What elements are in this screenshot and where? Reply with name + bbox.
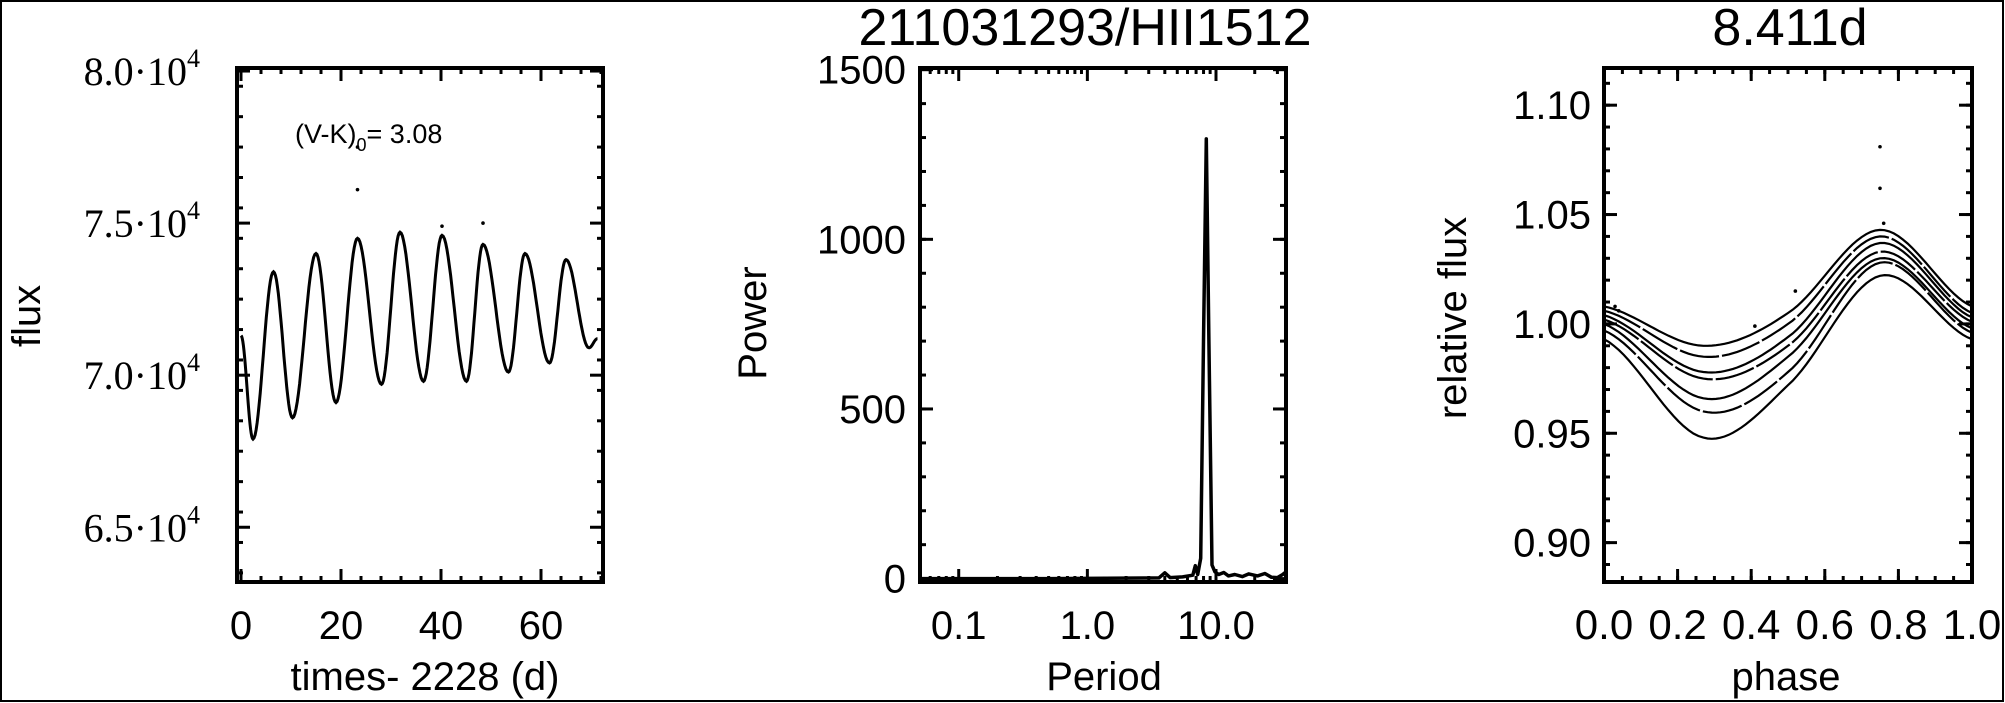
outlier-point	[1793, 289, 1798, 293]
y-tick-mantissa: 7.5·10	[84, 201, 187, 246]
title-right: 8.411d	[1712, 0, 1867, 57]
x-tick-label: 20	[319, 604, 364, 648]
y-axis-label: relative flux	[1431, 217, 1475, 419]
y-tick-label: 6.5·104	[84, 500, 200, 550]
x-axis-label: phase	[1732, 655, 1841, 699]
annotation-value: = 3.08	[367, 119, 443, 149]
outlier-point	[1878, 144, 1882, 149]
y-tick-mantissa: 8.0·10	[84, 49, 187, 94]
y-tick-exponent: 4	[187, 44, 200, 73]
color-index-annotation: (V-K)0= 3.08	[295, 119, 442, 155]
y-tick-label: 500	[839, 388, 906, 432]
phase-cycle-line	[1603, 228, 1973, 347]
x-tick-label: 40	[419, 604, 464, 648]
outlier-point	[1616, 308, 1621, 313]
periodogram-panel: Power Period 0.1 1.0 10.0 0 500 1000 1500	[731, 49, 1288, 699]
periodogram-line	[920, 137, 1288, 581]
x-tick-label: 0.6	[1796, 601, 1854, 648]
y-tick-label: 1500	[817, 49, 906, 93]
outlier-point	[481, 221, 485, 225]
phase-cycle-line	[1603, 261, 1973, 414]
x-axis-label: Period	[1046, 655, 1162, 699]
y-tick-label: 0.90	[1513, 522, 1591, 566]
x-tick-label: 60	[519, 604, 564, 648]
phase-cycle-line	[1603, 250, 1973, 381]
x-axis-label: times- 2228 (d)	[291, 655, 560, 699]
y-tick-label: 1.05	[1513, 194, 1591, 238]
x-tick-label: 0.4	[1722, 601, 1780, 648]
title-center: 211031293/HII1512	[859, 0, 1312, 57]
x-tick-label: 0	[230, 604, 252, 648]
y-tick-label: 7.0·104	[84, 348, 200, 398]
y-axis-label: flux	[5, 285, 49, 347]
outlier-point	[1613, 304, 1617, 309]
plot-frame	[235, 66, 605, 584]
x-tick-label: 0.8	[1869, 601, 1927, 648]
y-tick-label: 1.00	[1513, 303, 1591, 347]
outlier-point	[355, 145, 360, 149]
light-curve-panel: flux times- 2228 (d) (V-K)0= 3.08 0 20 40 6…	[5, 44, 605, 699]
phase-cycle-line	[1603, 256, 1973, 401]
x-tick-label: 10.0	[1177, 604, 1255, 648]
phase-cycle-line	[1603, 235, 1973, 358]
x-tick-label: 0.0	[1575, 601, 1633, 648]
annotation-text: (V-K)	[295, 119, 357, 149]
y-tick-label: 0	[884, 558, 906, 602]
outlier-point	[1881, 221, 1886, 226]
outlier-point	[355, 187, 360, 192]
y-tick-label: 7.5·104	[84, 196, 200, 246]
outlier-point	[1878, 186, 1882, 191]
y-tick-exponent: 4	[187, 196, 200, 225]
phase-panel: relative flux phase 0.0 0.2 0.4 0.6 0.8 1.0 0.…	[1431, 66, 2001, 699]
phase-cycle-line	[1603, 241, 1973, 374]
x-tick-label: 1.0	[1060, 604, 1116, 648]
annotation-subscript: 0	[357, 135, 367, 155]
phase-cycle-line	[1603, 273, 1973, 440]
outlier-point	[440, 224, 444, 228]
y-tick-label: 8.0·104	[84, 44, 200, 94]
y-tick-exponent: 4	[187, 500, 200, 529]
y-tick-mantissa: 6.5·10	[84, 505, 187, 550]
y-tick-exponent: 4	[187, 348, 200, 377]
x-tick-label: 1.0	[1943, 601, 2001, 648]
y-tick-label: 1000	[817, 218, 906, 262]
light-curve-line	[239, 230, 598, 442]
plot-frame	[918, 66, 1288, 584]
y-axis-label: Power	[731, 266, 775, 379]
outlier-point	[1753, 324, 1757, 328]
y-tick-label: 1.10	[1513, 84, 1591, 128]
y-tick-label: 0.95	[1513, 412, 1591, 456]
x-tick-label: 0.2	[1648, 601, 1706, 648]
y-tick-mantissa: 7.0·10	[84, 353, 187, 398]
x-tick-label: 0.1	[931, 604, 987, 648]
